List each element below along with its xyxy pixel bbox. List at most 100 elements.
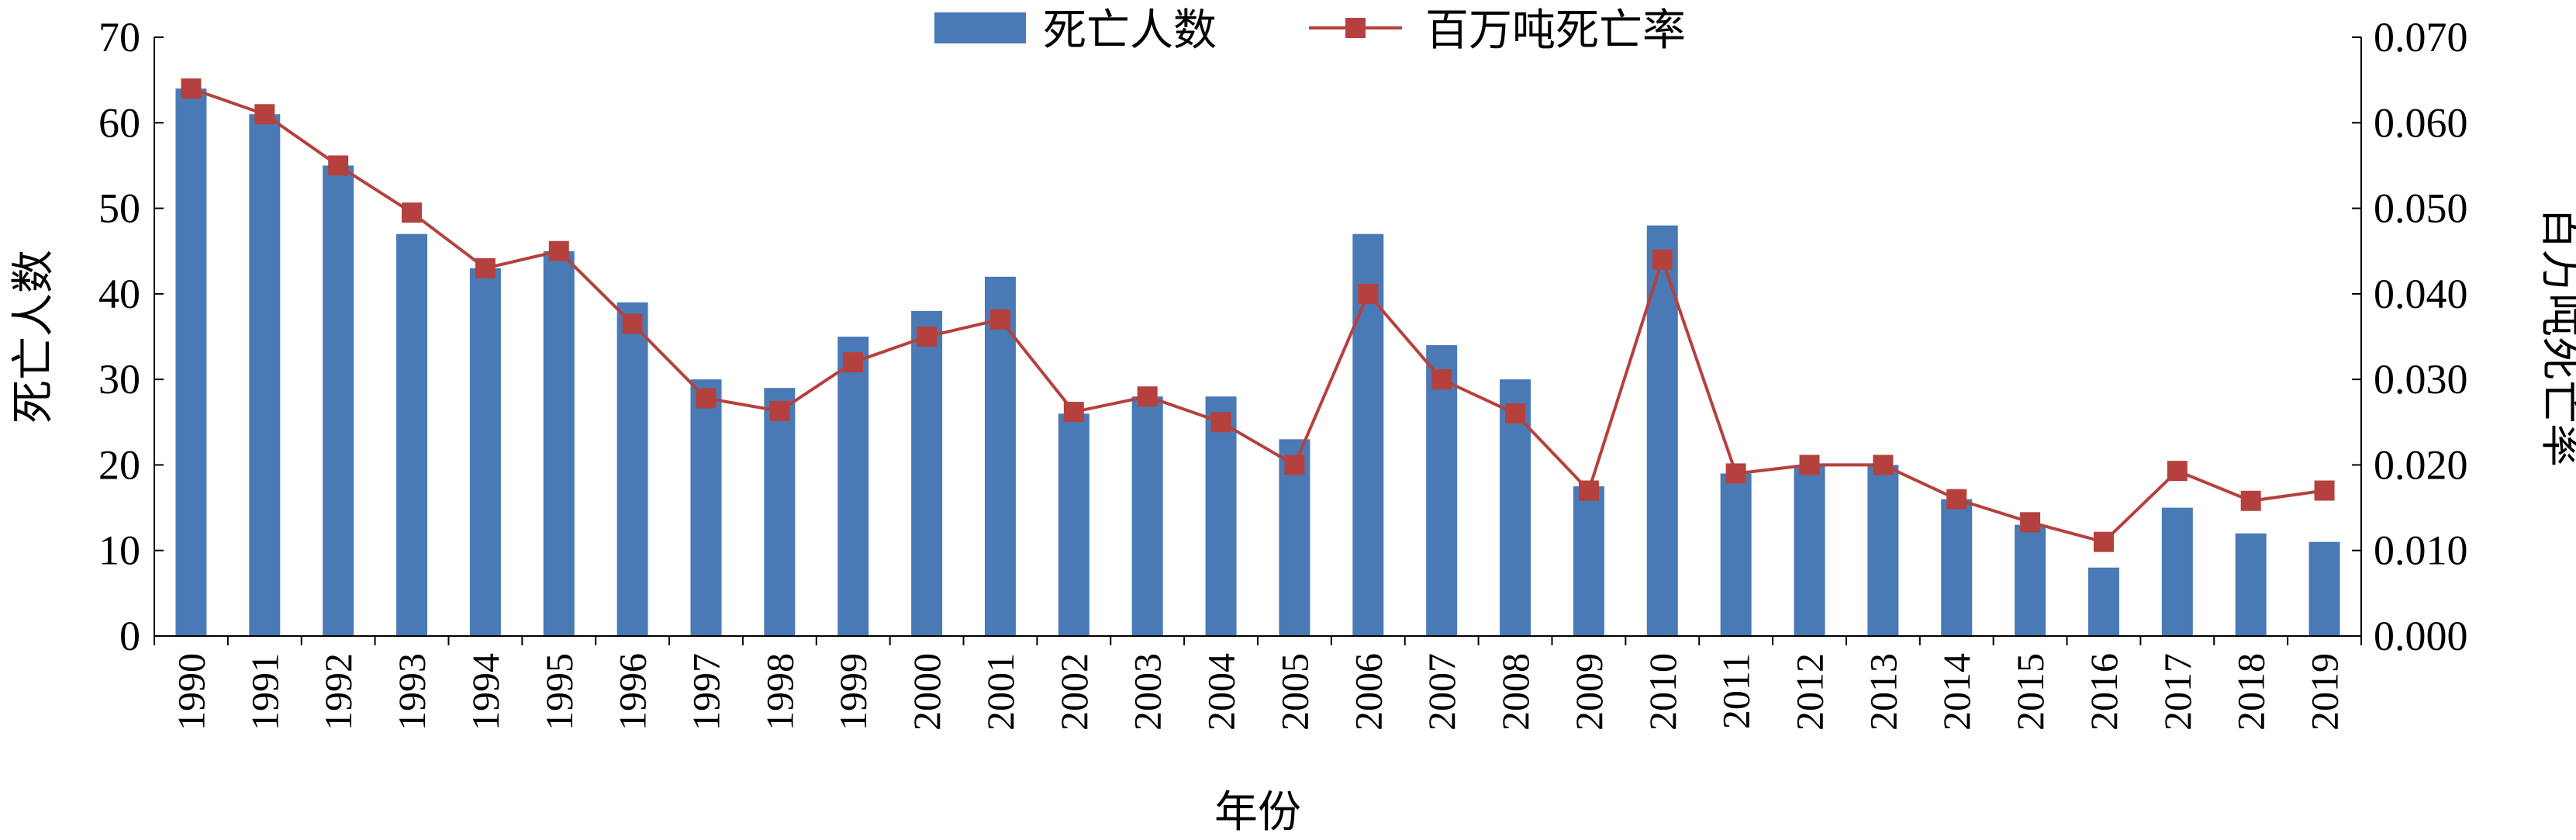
y-tick-label: 50 xyxy=(98,185,140,232)
rate-marker-1997 xyxy=(696,388,717,409)
y2-tick-label: 0.020 xyxy=(2374,441,2468,488)
x-tick-label: 1990 xyxy=(169,653,212,731)
bar-1991 xyxy=(249,114,281,636)
bar-2004 xyxy=(1205,396,1237,636)
y-tick-label: 60 xyxy=(98,99,140,146)
rate-marker-2010 xyxy=(1652,249,1673,270)
bar-1995 xyxy=(543,251,575,636)
rate-marker-1998 xyxy=(769,400,790,421)
rate-marker-2005 xyxy=(1284,455,1305,475)
rate-marker-2019 xyxy=(2314,480,2335,501)
legend-swatch-rate-marker xyxy=(1345,18,1366,38)
x-tick-label: 2013 xyxy=(1861,653,1904,731)
bar-2017 xyxy=(2161,507,2193,636)
right-axis-ticks: 0.000 0.010 0.020 0.030 0.040 0.050 0.060 0.070 xyxy=(2352,14,2468,659)
x-tick-label: 2002 xyxy=(1052,653,1096,731)
x-tick-label: 2019 xyxy=(2303,653,2346,731)
bar-2013 xyxy=(1867,465,1899,636)
x-tick-label: 2004 xyxy=(1200,653,1243,731)
x-tick-label: 2006 xyxy=(1346,653,1390,731)
x-tick-label: 2007 xyxy=(1420,653,1463,731)
x-axis-ticks: 1990 1991 1992 1993 1994 1995 1996 1997 1998 1999… xyxy=(154,636,2362,731)
x-tick-label: 1996 xyxy=(611,653,654,731)
y2-axis-title: 百万吨死亡率 xyxy=(2536,206,2576,467)
bar-2000 xyxy=(911,310,943,636)
bar-2003 xyxy=(1131,396,1163,636)
x-tick-label: 1995 xyxy=(537,653,581,731)
rate-marker-2015 xyxy=(2020,512,2041,533)
line-series-rate xyxy=(181,78,2335,552)
legend-label-rate: 百万吨死亡率 xyxy=(1425,5,1686,56)
rate-marker-2007 xyxy=(1431,369,1452,390)
x-tick-label: 2018 xyxy=(2229,653,2273,731)
y-tick-label: 30 xyxy=(98,356,140,403)
rate-marker-2008 xyxy=(1505,403,1526,424)
y2-tick-label: 0.060 xyxy=(2374,99,2468,146)
x-tick-label: 1992 xyxy=(316,653,360,731)
y2-tick-label: 0.070 xyxy=(2374,14,2468,60)
bar-2014 xyxy=(1941,499,1973,636)
bar-1998 xyxy=(764,388,796,636)
bar-series-deaths xyxy=(175,88,2340,637)
bar-2016 xyxy=(2087,567,2119,636)
x-tick-label: 1997 xyxy=(685,653,728,731)
rate-marker-1991 xyxy=(254,104,275,125)
x-tick-label: 1999 xyxy=(831,653,875,731)
x-tick-label: 2016 xyxy=(2082,653,2125,731)
x-tick-label: 2012 xyxy=(1788,653,1832,731)
rate-marker-2013 xyxy=(1873,455,1894,475)
y-axis-title: 死亡人数 xyxy=(9,250,59,423)
y-tick-label: 70 xyxy=(98,14,140,60)
bar-2012 xyxy=(1794,465,1825,636)
rate-marker-2016 xyxy=(2093,531,2114,552)
rate-marker-2014 xyxy=(1946,489,1967,510)
x-tick-label: 1991 xyxy=(243,653,286,731)
bar-1992 xyxy=(323,165,354,636)
x-axis-title: 年份 xyxy=(1214,787,1301,838)
y2-tick-label: 0.010 xyxy=(2374,527,2468,574)
bar-2018 xyxy=(2235,533,2267,636)
x-tick-label: 2000 xyxy=(905,653,948,731)
x-tick-label: 2014 xyxy=(1935,653,1978,731)
rate-marker-2017 xyxy=(2167,461,2188,482)
bar-2011 xyxy=(1720,473,1752,636)
rate-marker-2009 xyxy=(1578,480,1599,501)
bar-1994 xyxy=(469,268,501,636)
rate-marker-1996 xyxy=(622,313,643,334)
bar-2001 xyxy=(984,276,1016,636)
rate-marker-2006 xyxy=(1358,283,1379,304)
x-tick-label: 1998 xyxy=(758,653,801,731)
bar-2019 xyxy=(2308,541,2340,636)
y2-tick-label: 0.050 xyxy=(2374,185,2468,232)
rate-marker-2002 xyxy=(1063,402,1084,423)
rate-marker-2000 xyxy=(917,327,938,347)
y-tick-label: 10 xyxy=(98,527,140,574)
bar-1993 xyxy=(396,233,428,637)
x-tick-label: 1993 xyxy=(390,653,433,731)
bar-1990 xyxy=(175,88,207,636)
rate-marker-2003 xyxy=(1137,386,1158,407)
rate-marker-1993 xyxy=(402,202,423,223)
bar-2002 xyxy=(1058,413,1089,636)
x-tick-label: 2003 xyxy=(1126,653,1169,731)
rate-marker-1999 xyxy=(843,352,864,373)
rate-marker-1990 xyxy=(181,78,202,99)
legend: 死亡人数 百万吨死亡率 xyxy=(934,5,1686,56)
bar-2015 xyxy=(2015,524,2046,636)
legend-label-deaths: 死亡人数 xyxy=(1043,5,1217,56)
rate-marker-2004 xyxy=(1210,412,1231,433)
x-tick-label: 2008 xyxy=(1493,653,1537,731)
y2-tick-label: 0.030 xyxy=(2374,356,2468,403)
bar-1996 xyxy=(616,302,648,636)
rate-marker-1992 xyxy=(328,155,349,176)
x-tick-label: 2011 xyxy=(1714,653,1758,729)
rate-marker-2018 xyxy=(2240,490,2261,511)
y-tick-label: 0 xyxy=(119,613,140,659)
x-tick-label: 2017 xyxy=(2156,653,2199,731)
rate-marker-1995 xyxy=(548,240,569,261)
bar-1999 xyxy=(837,337,869,636)
x-tick-label: 2009 xyxy=(1567,653,1611,731)
bar-1997 xyxy=(690,379,722,636)
x-tick-label: 2010 xyxy=(1641,653,1684,731)
